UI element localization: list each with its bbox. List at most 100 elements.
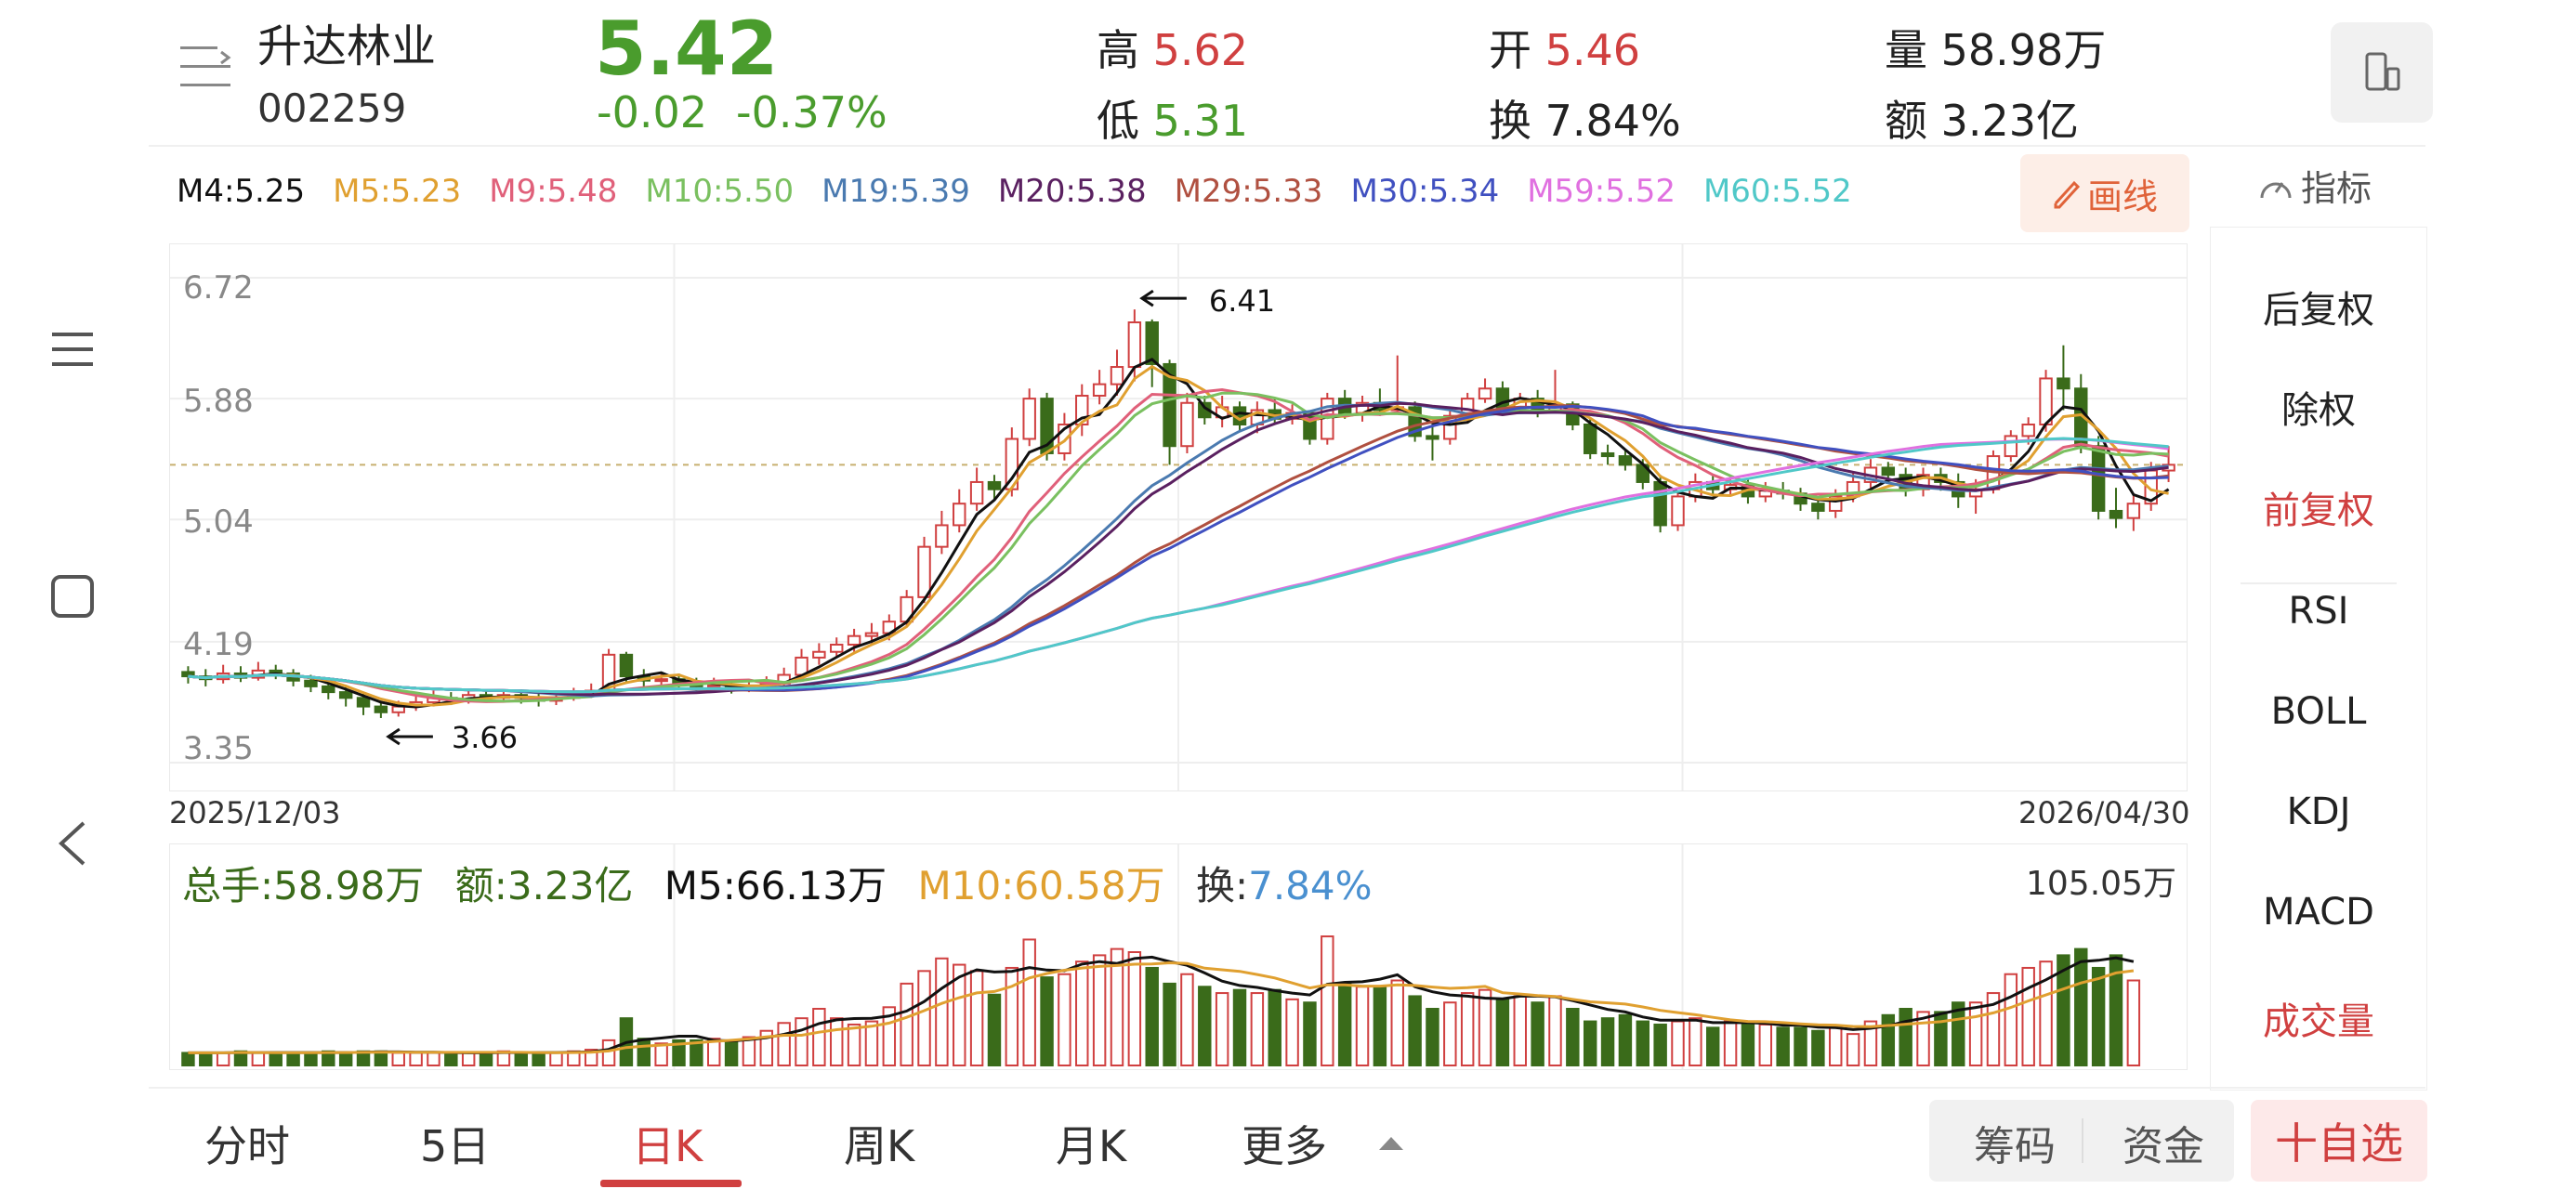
low-stat: 低 5.31 (1097, 96, 1249, 146)
end-date: 2026/04/30 (2018, 795, 2190, 830)
volume-bar (1180, 973, 1194, 1066)
volume-bar (338, 1052, 353, 1066)
indicator-option[interactable]: KDJ (2286, 790, 2351, 833)
volume-bar (2004, 973, 2018, 1066)
volume-bar (1355, 986, 1370, 1066)
volume-bar (1426, 1008, 1439, 1066)
indicator-option[interactable]: 后复权 (2263, 289, 2374, 332)
total-volume-label: 总手:58.98万 (182, 863, 425, 908)
volume-bar (1618, 1013, 1633, 1066)
volume-bar (1705, 1026, 1720, 1066)
period-tab[interactable]: 日K (632, 1121, 703, 1171)
volume-bar (304, 1052, 318, 1066)
ma-legend: M4:5.25 M5:5.23 M9:5.48 M10:5.50 M19:5.39 M20… (177, 173, 1880, 210)
candle-body (1600, 451, 1615, 458)
candle-body (1110, 366, 1124, 385)
volume-bar (777, 1022, 791, 1066)
candle-body (706, 684, 721, 688)
caret-up-icon[interactable] (1377, 1135, 1405, 1156)
y-tick-label: 5.04 (183, 503, 254, 541)
volume-chart-frame[interactable] (169, 843, 2188, 1070)
indicator-panel: 后复权除权前复权 RSI BOLL KDJ MACD 成交量 (2210, 227, 2427, 1091)
high-mark-label: 6.41 (1209, 283, 1275, 319)
period-tab[interactable]: 5日 (420, 1121, 491, 1171)
fund-button[interactable]: 资金 (2123, 1123, 2204, 1170)
volume-bar (1005, 966, 1019, 1066)
volume-bar (1741, 1023, 1755, 1067)
volume-bar (969, 970, 984, 1066)
volume-bar (1303, 1001, 1317, 1066)
indicator-option[interactable]: 成交量 (2263, 1000, 2374, 1043)
period-tab[interactable]: 月K (1056, 1121, 1127, 1171)
volume-bar (1145, 966, 1159, 1066)
volume-bar (1390, 979, 1404, 1066)
kline-chart-frame[interactable]: 6.72 5.88 5.04 4.19 3.35 6.41 3.66 (169, 243, 2188, 791)
volume-max-label: 105.05万 (2026, 865, 2176, 903)
ma-item: M10:5.50 (645, 173, 795, 210)
draw-line-button[interactable]: 画线 (2020, 154, 2189, 232)
volume-turnover-value: 7.84% (1248, 863, 1373, 908)
volume-bar (690, 1039, 703, 1066)
candle-body (1811, 503, 1825, 512)
phone-icon (2365, 52, 2400, 91)
candle-body (2109, 509, 2123, 519)
back-icon[interactable] (37, 808, 108, 879)
tabs-divider (149, 1087, 2425, 1089)
volume-bar (286, 1052, 300, 1066)
indicator-option[interactable]: BOLL (2270, 690, 2367, 733)
indicator-option[interactable]: 除权 (2281, 389, 2356, 432)
period-tab[interactable]: 分时 (204, 1121, 290, 1171)
volume-bar (1758, 1023, 1773, 1067)
volume-m10-label: M10:60.58万 (917, 863, 1165, 908)
candle-body (1163, 362, 1176, 448)
volume-bar (391, 1052, 405, 1066)
volume-bar (1408, 995, 1422, 1066)
volume-bar (672, 1039, 686, 1066)
volume-bar (987, 993, 1002, 1066)
volume-bar (1916, 1011, 1930, 1067)
volume-bar (2039, 960, 2053, 1066)
period-tab[interactable]: 周K (844, 1121, 915, 1171)
volume-bar (461, 1052, 476, 1066)
start-date: 2025/12/03 (169, 795, 341, 830)
low-arrow-head (386, 727, 401, 746)
current-price: 5.42 (595, 6, 779, 92)
period-tab[interactable]: 更多 (1242, 1121, 1327, 1171)
candle-body (619, 653, 634, 678)
volume-bar (181, 1052, 195, 1066)
add-watchlist-button[interactable]: 十自选 (2251, 1100, 2427, 1182)
volume-bar (847, 1023, 861, 1067)
list-toggle-icon[interactable] (178, 45, 232, 93)
volume-ma-line (188, 960, 2135, 1054)
volume-bar (1040, 976, 1054, 1066)
volume-stat: 量 58.98万 (1885, 25, 2107, 75)
candle-body (1092, 383, 1107, 398)
candle-body (935, 524, 949, 548)
volume-bar (409, 1052, 423, 1066)
candle-body (1145, 321, 1159, 365)
candle-body (847, 634, 861, 646)
volume-bar (1198, 986, 1212, 1066)
indicator-header[interactable]: 指标 (2258, 160, 2372, 211)
ma-item: M4:5.25 (177, 173, 306, 210)
chip-button[interactable]: 筹码 (1974, 1123, 2056, 1170)
candle-body (1618, 455, 1633, 466)
menu-icon[interactable] (37, 314, 108, 385)
ma-item: M20:5.38 (997, 173, 1147, 210)
volume-bar (1811, 1029, 1825, 1067)
indicator-option[interactable]: RSI (2288, 590, 2349, 633)
volume-chart (181, 844, 2141, 1069)
indicator-option[interactable]: 前复权 (2263, 490, 2374, 532)
landscape-toggle-button[interactable] (2331, 22, 2433, 123)
volume-bar (830, 1017, 844, 1067)
ma-item: M29:5.33 (1174, 173, 1323, 210)
candle-body (1881, 466, 1896, 477)
price-change-pct: -0.37% (736, 87, 887, 137)
volume-bar (1215, 992, 1229, 1066)
candle-body (338, 691, 353, 699)
turnover-stat: 换 7.84% (1489, 96, 1681, 146)
amount-stat: 额 3.23亿 (1885, 96, 2080, 146)
square-icon[interactable] (37, 561, 108, 632)
indicator-option[interactable]: MACD (2263, 891, 2374, 934)
volume-bar (1723, 1020, 1738, 1066)
